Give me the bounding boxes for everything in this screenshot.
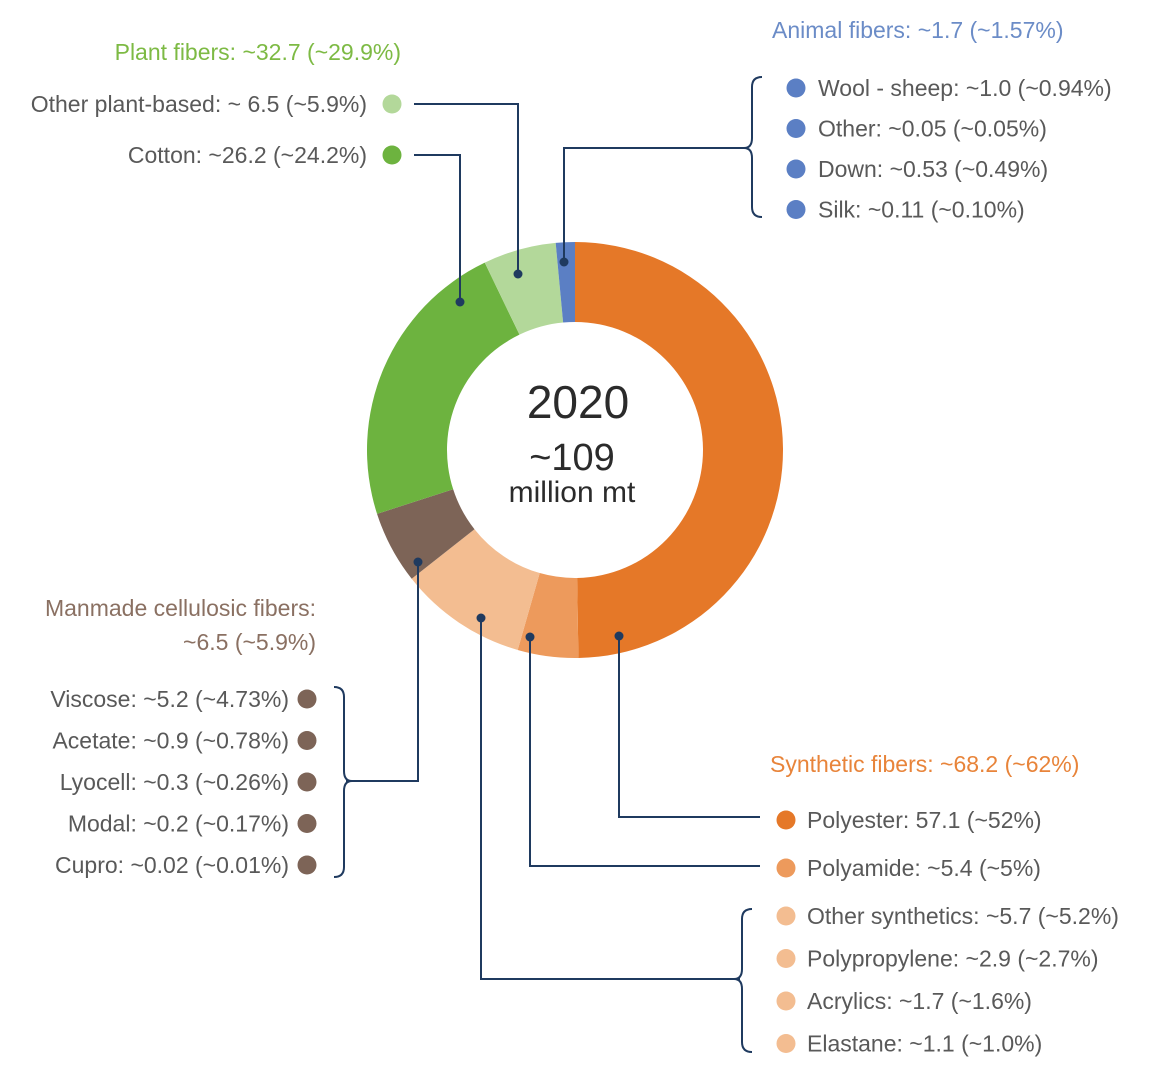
legend-label-animal-1: Other: ~0.05 (~0.05%): [818, 116, 1047, 142]
legend-marker-synthetic_other-3: [776, 1034, 796, 1053]
donut-slices: [367, 242, 784, 658]
legend-marker-manmade-2: [297, 772, 317, 792]
brace-animal: [743, 76, 763, 218]
legend-marker-plant-1: [382, 145, 402, 165]
leader-dot-manmade: [413, 557, 423, 567]
brace-manmade: [333, 686, 353, 878]
legend-label-plant-0: Other plant-based: ~ 6.5 (~5.9%): [31, 91, 367, 117]
leader-dot-animal: [559, 257, 569, 267]
legend-marker-synthetic_other-0: [776, 906, 796, 926]
legend-label-animal-0: Wool - sheep: ~1.0 (~0.94%): [818, 75, 1112, 101]
legend-label-synthetic_other-3: Elastane: ~1.1 (~1.0%): [807, 1031, 1042, 1057]
legend-marker-manmade-4: [297, 855, 317, 875]
legend-label-synthetic_other-0: Other synthetics: ~5.7 (~5.2%): [807, 903, 1119, 929]
center-total: ~109: [529, 437, 615, 479]
group-manmade-title-line1: Manmade cellulosic fibers:: [45, 595, 316, 621]
legend-label-synthetic_other-1: Polypropylene: ~2.9 (~2.7%): [807, 946, 1099, 972]
group-manmade-title-line2: ~6.5 (~5.9%): [183, 629, 316, 655]
legend-label-manmade-4: Cupro: ~0.02 (~0.01%): [55, 852, 289, 878]
legend-marker-synthetic_main-0: [776, 810, 796, 830]
leader-polyamide: [529, 637, 760, 867]
legend-label-synthetic_main-0: Polyester: 57.1 (~52%): [807, 807, 1042, 833]
legend-marker-manmade-3: [297, 814, 317, 833]
leader-lines: [346, 103, 760, 980]
legend: Other plant-based: ~ 6.5 (~5.9%) Cotton: …: [31, 75, 1119, 1057]
legend-marker-manmade-0: [297, 689, 317, 709]
leader-dot-other-plant: [513, 269, 523, 279]
leader-other-plant: [414, 103, 519, 274]
legend-label-manmade-1: Acetate: ~0.9 (~0.78%): [52, 728, 289, 754]
center-year: 2020: [527, 376, 629, 428]
legend-label-manmade-0: Viscose: ~5.2 (~4.73%): [50, 686, 289, 712]
legend-marker-synthetic_other-2: [776, 991, 796, 1011]
leader-dot-other-synthetics: [476, 613, 486, 623]
leader-dot-polyester: [614, 631, 624, 641]
slice-cotton: [367, 262, 520, 514]
slice-other-synthetics: [411, 529, 540, 650]
leader-dots: [413, 257, 624, 642]
leader-polyester: [618, 636, 760, 818]
legend-marker-synthetic_main-1: [776, 858, 796, 878]
legend-marker-synthetic_other-1: [776, 949, 796, 968]
legend-label-animal-3: Silk: ~0.11 (~0.10%): [818, 197, 1025, 223]
slice-manmade-cellulosic-fibers: [377, 489, 475, 579]
legend-label-manmade-2: Lyocell: ~0.3 (~0.26%): [60, 769, 289, 795]
group-animal-title: Animal fibers: ~1.7 (~1.57%): [772, 17, 1063, 43]
legend-marker-plant-0: [382, 94, 402, 114]
leader-other-synthetics: [480, 618, 740, 980]
leader-cotton: [414, 154, 461, 302]
legend-label-plant-1: Cotton: ~26.2 (~24.2%): [128, 142, 367, 168]
legend-label-synthetic_other-2: Acrylics: ~1.7 (~1.6%): [807, 988, 1032, 1014]
brace-other-synthetics: [733, 908, 753, 1053]
legend-marker-animal-3: [786, 200, 806, 219]
legend-marker-animal-2: [786, 159, 806, 179]
legend-label-synthetic_main-1: Polyamide: ~5.4 (~5%): [807, 855, 1041, 881]
group-synthetic-title: Synthetic fibers: ~68.2 (~62%): [770, 751, 1079, 777]
legend-label-animal-2: Down: ~0.53 (~0.49%): [818, 156, 1048, 182]
legend-label-manmade-3: Modal: ~0.2 (~0.17%): [68, 811, 289, 837]
legend-marker-animal-0: [786, 78, 806, 98]
slice-polyester: [575, 242, 784, 658]
leader-animal: [563, 147, 748, 262]
leader-dot-polyamide: [525, 632, 535, 642]
legend-marker-manmade-1: [297, 731, 317, 750]
group-plant-title: Plant fibers: ~32.7 (~29.9%): [115, 39, 401, 65]
center-unit: million mt: [509, 476, 636, 509]
leader-manmade: [346, 562, 419, 782]
leader-dot-cotton: [455, 297, 465, 307]
slice-other-plant-based: [484, 242, 564, 335]
legend-marker-animal-1: [786, 119, 806, 138]
